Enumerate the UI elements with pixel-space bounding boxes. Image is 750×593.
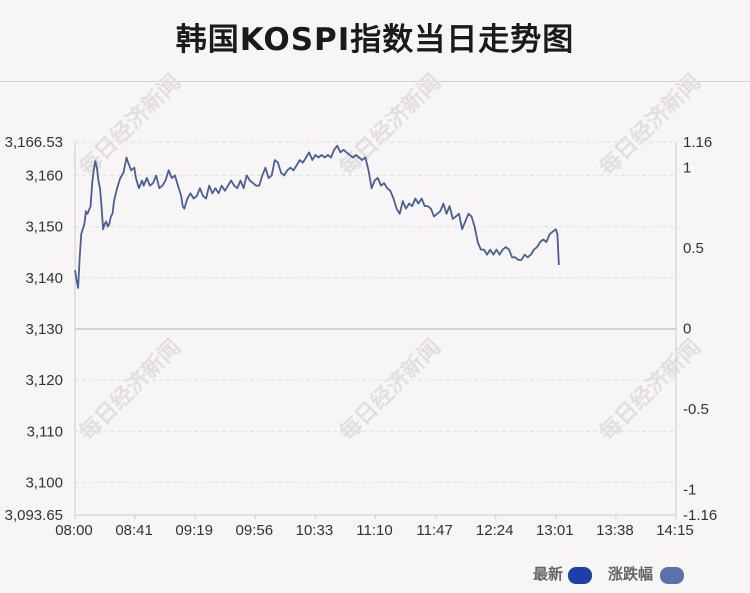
y-right-tick-label: -0.5	[683, 401, 709, 418]
kospi-line	[74, 144, 560, 289]
y-right-tick-label: 0.5	[683, 240, 704, 257]
y-tick-label: 3,110	[27, 423, 63, 440]
y-right-tick-label: 0	[683, 321, 691, 338]
x-tick-label: 09:19	[175, 522, 213, 539]
y-right-tick-label: 1.16	[683, 134, 712, 151]
watermark-text: 每日经济新闻	[74, 69, 186, 181]
x-tick-label: 14:15	[656, 522, 694, 539]
watermark-text: 每日经济新闻	[334, 69, 446, 181]
y-tick-label: 3,130	[25, 321, 63, 338]
x-tick-label: 10:33	[296, 522, 334, 539]
y-tick-label: 3,120	[25, 372, 63, 389]
page-title: 韩国KOSPI指数当日走势图	[175, 22, 575, 58]
y-tick-label: 3,166.53	[5, 134, 63, 151]
x-axis-tick-labels: 08:00 08:41 09:19 09:56 10:33 11:10 11:47 12:24…	[55, 515, 694, 539]
legend-label-latest: 最新	[533, 565, 564, 583]
axes	[74, 142, 677, 516]
y-tick-label: 3,140	[25, 270, 63, 287]
x-tick-label: 08:41	[115, 522, 153, 539]
watermark-text: 每日经济新闻	[74, 334, 186, 446]
left-axis-tick-labels: 3,166.53 3,160 3,150 3,140 3,130 3,120 3,110 3,…	[5, 134, 63, 524]
x-tick-label: 13:01	[536, 522, 574, 539]
y-tick-label: 3,160	[25, 167, 63, 184]
x-tick-label: 13:38	[596, 522, 634, 539]
legend-swatch-change[interactable]	[660, 567, 684, 584]
x-tick-label: 09:56	[236, 522, 274, 539]
watermark-text: 每日经济新闻	[334, 334, 446, 446]
y-right-tick-label: -1.16	[683, 507, 717, 524]
x-tick-label: 08:00	[55, 522, 93, 539]
x-tick-label: 11:10	[356, 522, 392, 539]
right-axis-tick-labels: 1.16 1 0.5 0 -0.5 -1 -1.16	[683, 134, 717, 524]
title-divider	[0, 81, 750, 82]
x-tick-label: 12:24	[476, 522, 514, 539]
y-tick-label: 3,150	[25, 219, 63, 236]
watermark-text: 每日经济新闻	[594, 334, 706, 446]
legend-label-change: 涨跌幅	[608, 565, 654, 583]
y-tick-label: 3,100	[25, 475, 63, 492]
y-right-tick-label: -1	[683, 481, 696, 498]
y-right-tick-label: 1	[683, 160, 691, 177]
legend-swatch-latest[interactable]	[568, 567, 592, 584]
y-tick-label: 3,093.65	[5, 507, 63, 524]
x-tick-label: 11:47	[416, 522, 452, 539]
